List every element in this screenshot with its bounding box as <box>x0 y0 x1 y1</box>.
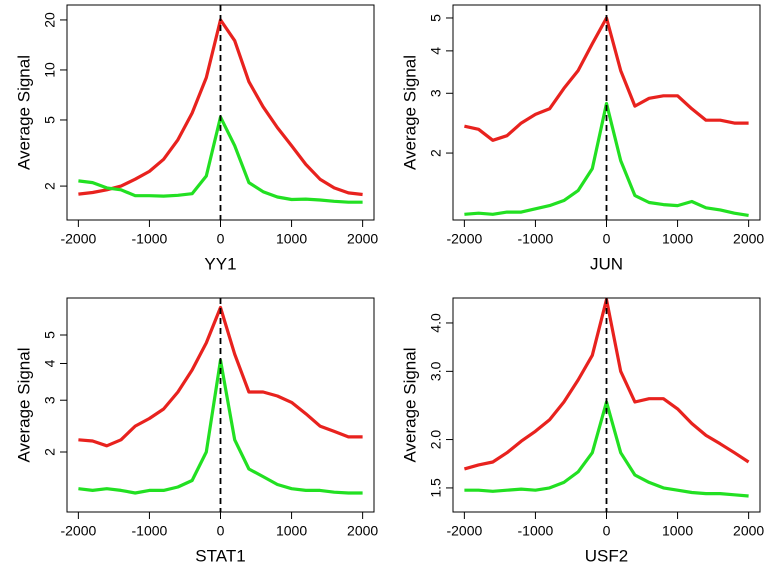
x-tick-label: 2000 <box>347 231 378 247</box>
x-tick-label: 1000 <box>276 231 307 247</box>
y-axis-label: Average Signal <box>14 348 33 463</box>
x-tick-label: 0 <box>217 523 225 539</box>
x-tick-label: -2000 <box>60 523 96 539</box>
y-tick-label: 1.5 <box>428 478 444 498</box>
y-tick-label: 5 <box>42 116 58 124</box>
x-axis-label: YY1 <box>204 254 236 273</box>
x-tick-label: -1000 <box>132 231 168 247</box>
y-tick-label: 3.0 <box>428 361 444 381</box>
y-tick-label: 10 <box>42 62 58 78</box>
y-tick-label: 5 <box>42 331 58 339</box>
x-tick-label: 1000 <box>276 523 307 539</box>
y-axis-label: Average Signal <box>400 348 419 463</box>
y-tick-label: 2 <box>428 149 444 157</box>
y-tick-label: 3 <box>428 89 444 97</box>
x-tick-label: 0 <box>603 523 611 539</box>
y-axis-label: Average Signal <box>400 55 419 170</box>
y-tick-label: 4.0 <box>428 313 444 333</box>
y-tick-label: 5 <box>428 14 444 22</box>
x-tick-label: 1000 <box>662 231 693 247</box>
x-tick-label: 1000 <box>662 523 693 539</box>
x-tick-label: -2000 <box>446 231 482 247</box>
y-tick-label: 20 <box>42 12 58 28</box>
y-tick-label: 2 <box>42 182 58 190</box>
y-tick-label: 2 <box>42 448 58 456</box>
x-tick-label: -2000 <box>446 523 482 539</box>
y-axis-label: Average Signal <box>14 55 33 170</box>
x-axis-label: JUN <box>590 254 623 273</box>
signal-line <box>78 305 363 448</box>
y-tick-label: 2.0 <box>428 430 444 450</box>
y-tick-label: 3 <box>42 396 58 404</box>
x-tick-label: 2000 <box>733 523 764 539</box>
y-tick-label: 4 <box>428 47 444 55</box>
x-tick-label: 0 <box>603 231 611 247</box>
x-tick-label: -1000 <box>132 523 168 539</box>
x-axis-label: USF2 <box>585 546 628 565</box>
x-tick-label: 0 <box>217 231 225 247</box>
signal-line <box>464 101 749 217</box>
x-tick-label: 2000 <box>733 231 764 247</box>
x-tick-label: 2000 <box>347 523 378 539</box>
x-tick-label: -1000 <box>518 231 554 247</box>
y-tick-label: 4 <box>42 359 58 367</box>
x-tick-label: -1000 <box>518 523 554 539</box>
x-tick-label: -2000 <box>60 231 96 247</box>
x-axis-label: STAT1 <box>195 546 245 565</box>
